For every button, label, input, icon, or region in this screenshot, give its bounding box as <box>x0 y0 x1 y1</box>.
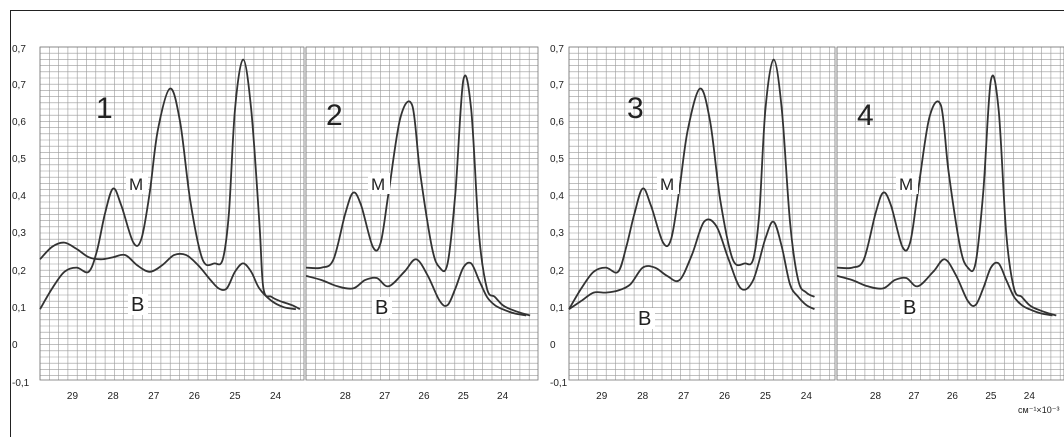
series-line-M <box>39 58 301 310</box>
y-tick-label: 0,2 <box>550 266 564 277</box>
x-tick-label: 24 <box>270 391 282 402</box>
series-line-B <box>568 218 815 311</box>
spectrum-panel-4: 28 27 26 25 24 4 M B <box>836 46 1064 402</box>
y-tick-label: 0,5 <box>12 154 26 165</box>
x-tick-label: 25 <box>985 391 997 402</box>
series-label-bg <box>128 294 148 315</box>
x-tick-label: 24 <box>1024 391 1036 402</box>
series-label-bg <box>896 173 918 194</box>
y-tick-label: 0,6 <box>12 117 26 128</box>
y-tick-label: 0,7 <box>12 44 26 55</box>
x-tick-label: 26 <box>189 391 201 402</box>
panel-number: 1 <box>96 92 113 125</box>
y-tick-label: 0,1 <box>12 303 26 314</box>
x-tick-label: 25 <box>458 391 470 402</box>
panel-number: 2 <box>326 99 343 132</box>
series-label-bg <box>900 297 920 318</box>
panel-border <box>568 46 836 381</box>
series-label-M: M <box>899 175 913 194</box>
series-line-B <box>39 241 297 311</box>
series-line-B <box>836 258 1053 317</box>
y-tick-label: 0,4 <box>12 191 26 202</box>
y-tick-label: 0,1 <box>550 303 564 314</box>
panel-number: 3 <box>627 92 644 125</box>
series-label-M: M <box>129 175 143 194</box>
y-tick-label: 0,3 <box>12 228 26 239</box>
x-tick-label: 28 <box>108 391 120 402</box>
spectrum-panel-3: 29 28 27 26 25 24 3 M B <box>568 46 836 402</box>
y-tick-label: 0,4 <box>550 191 564 202</box>
y-tick-label: 0 <box>12 340 18 351</box>
panel-border <box>305 46 539 381</box>
spectrum-panel-2: 28 27 26 25 24 2 M B <box>305 46 539 402</box>
series-line-M <box>568 58 815 310</box>
x-tick-label: 25 <box>760 391 772 402</box>
x-tick-label: 28 <box>637 391 649 402</box>
y-tick-label: 0,2 <box>12 266 26 277</box>
series-label-bg <box>126 173 148 194</box>
series-label-bg <box>635 308 655 329</box>
y-tick-label: 0,3 <box>550 228 564 239</box>
x-tick-label: 27 <box>678 391 690 402</box>
x-tick-label: 28 <box>870 391 882 402</box>
x-tick-label: 27 <box>148 391 160 402</box>
series-line-M <box>836 74 1057 317</box>
x-tick-label: 26 <box>947 391 959 402</box>
y-tick-label: 0,7 <box>12 80 26 91</box>
x-axis-label: см⁻¹×10⁻³ <box>1018 405 1059 415</box>
series-line-B <box>305 258 527 317</box>
panel-border <box>836 46 1064 381</box>
y-tick-label: 0,6 <box>550 117 564 128</box>
figure-frame <box>10 10 1064 437</box>
x-tick-label: 24 <box>801 391 813 402</box>
series-label-M: M <box>660 175 674 194</box>
x-tick-label: 29 <box>596 391 608 402</box>
series-label-B: B <box>903 297 916 319</box>
series-label-B: B <box>131 294 144 316</box>
x-tick-label: 26 <box>719 391 731 402</box>
x-tick-label: 27 <box>908 391 920 402</box>
series-label-bg <box>368 173 390 194</box>
x-tick-label: 27 <box>379 391 391 402</box>
series-label-B: B <box>375 297 388 319</box>
y-tick-label: -0,1 <box>550 378 568 389</box>
series-label-bg <box>372 297 392 318</box>
y-tick-label: -0,1 <box>12 378 30 389</box>
x-tick-label: 24 <box>497 391 509 402</box>
x-tick-label: 25 <box>229 391 241 402</box>
spectrum-panel-1: 29 28 27 26 25 24 1 M B <box>39 46 305 402</box>
series-label-bg <box>657 173 679 194</box>
x-tick-label: 29 <box>67 391 79 402</box>
y-tick-label: 0,7 <box>550 80 564 91</box>
panel-number: 4 <box>857 99 874 132</box>
series-label-M: M <box>371 175 385 194</box>
series-label-B: B <box>638 308 651 330</box>
x-tick-label: 28 <box>340 391 352 402</box>
y-tick-label: 0,7 <box>550 44 564 55</box>
y-tick-label: 0,5 <box>550 154 564 165</box>
panel-border <box>39 46 305 381</box>
series-line-M <box>305 74 531 317</box>
y-tick-label: 0 <box>550 340 556 351</box>
x-tick-label: 26 <box>418 391 430 402</box>
